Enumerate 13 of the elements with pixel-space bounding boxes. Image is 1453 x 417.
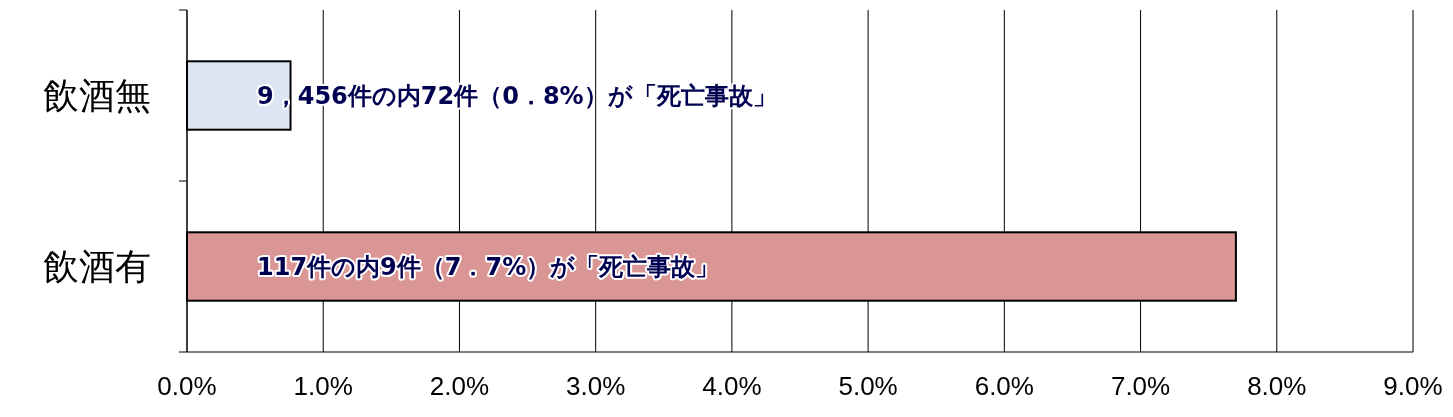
x-tick-label: 2.0% bbox=[429, 371, 490, 401]
y-tick-label: 飲酒有 bbox=[43, 246, 151, 287]
x-tick-label: 4.0% bbox=[702, 371, 762, 401]
y-tick-label: 飲酒無 bbox=[43, 75, 151, 116]
x-tick-label: 0.0% bbox=[157, 371, 217, 401]
annotation: 117件の内9件（7．7%）が「死亡事故」 bbox=[257, 252, 720, 281]
x-tick-label: 3.0% bbox=[566, 371, 626, 401]
x-tick-label: 5.0% bbox=[838, 371, 898, 401]
x-tick-label: 6.0% bbox=[974, 371, 1034, 401]
x-tick-label: 8.0% bbox=[1247, 371, 1307, 401]
x-tick-label: 9.0% bbox=[1383, 371, 1443, 401]
x-tick-label: 1.0% bbox=[293, 371, 353, 401]
x-tick-label: 7.0% bbox=[1110, 371, 1171, 401]
